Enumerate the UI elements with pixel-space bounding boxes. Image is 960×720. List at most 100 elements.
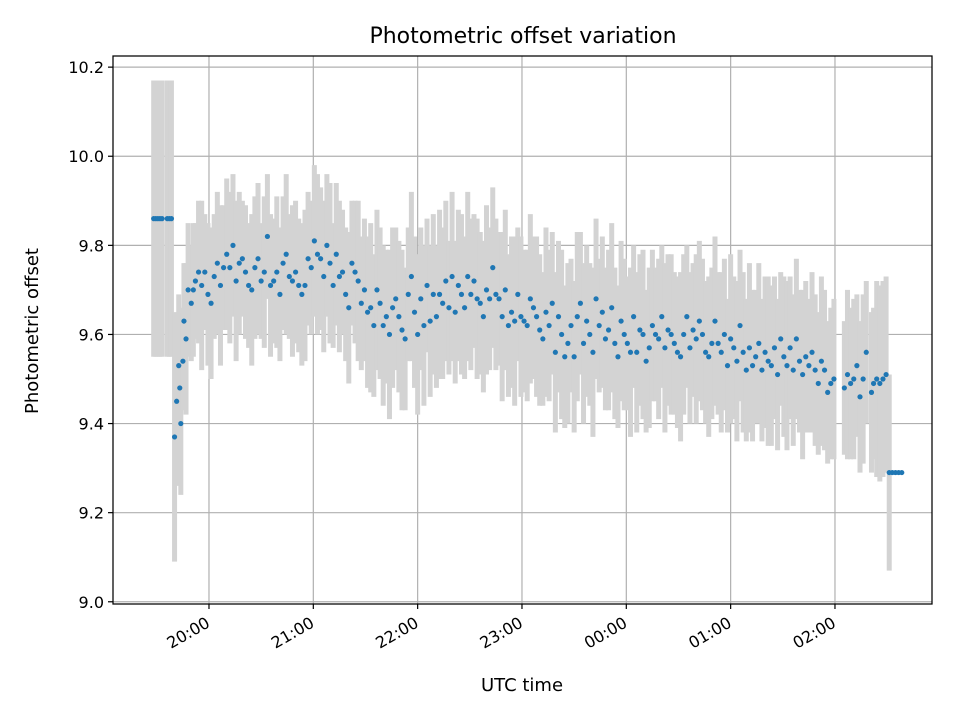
- data-point: [652, 331, 659, 338]
- data-point: [537, 327, 543, 333]
- data-point: [599, 309, 605, 315]
- data-point: [424, 282, 430, 289]
- data-point: [637, 327, 643, 333]
- data-point: [753, 354, 759, 360]
- data-point: [587, 331, 593, 338]
- data-point: [324, 242, 330, 248]
- data-point: [699, 331, 706, 338]
- data-point: [718, 349, 724, 355]
- data-point: [249, 287, 255, 293]
- data-point: [205, 291, 211, 297]
- data-point: [806, 363, 812, 369]
- data-point: [224, 251, 230, 257]
- data-point: [787, 345, 793, 351]
- data-point: [408, 273, 414, 280]
- data-point: [261, 269, 267, 275]
- data-point: [374, 287, 380, 293]
- data-point: [386, 331, 393, 338]
- y-tick-label: 10.2: [68, 58, 104, 77]
- data-point: [796, 358, 803, 364]
- data-point: [684, 314, 690, 320]
- data-point: [289, 278, 296, 284]
- data-point: [421, 322, 427, 329]
- data-point: [877, 380, 883, 387]
- data-point: [468, 291, 474, 297]
- data-point: [377, 300, 383, 306]
- data-point: [728, 336, 734, 342]
- data-point: [540, 336, 546, 342]
- data-point: [524, 322, 530, 329]
- data-point: [181, 318, 187, 324]
- data-point: [311, 238, 317, 244]
- data-point: [841, 385, 847, 391]
- data-point: [546, 322, 552, 329]
- data-point: [355, 278, 361, 284]
- data-point: [264, 233, 271, 240]
- data-point: [696, 318, 702, 324]
- data-point: [821, 367, 828, 373]
- data-point: [299, 291, 305, 297]
- data-point: [874, 376, 880, 382]
- data-point: [899, 469, 905, 476]
- data-point: [176, 363, 182, 369]
- data-point: [649, 322, 655, 329]
- data-point: [668, 331, 674, 338]
- y-axis-label: Photometric offset: [22, 248, 43, 414]
- data-point: [781, 354, 787, 360]
- data-point: [239, 256, 245, 262]
- data-point: [183, 336, 189, 342]
- data-point: [227, 265, 233, 271]
- data-point: [671, 340, 677, 346]
- data-point: [202, 269, 208, 275]
- data-point: [308, 265, 314, 271]
- data-point: [430, 291, 436, 297]
- data-point: [784, 363, 790, 369]
- data-point: [220, 265, 227, 271]
- data-point: [177, 385, 183, 391]
- data-point: [743, 367, 749, 373]
- data-point: [390, 305, 396, 311]
- data-point: [474, 296, 480, 302]
- data-point: [577, 300, 584, 306]
- data-point: [330, 282, 336, 289]
- data-point: [192, 278, 199, 284]
- data-point: [793, 336, 799, 342]
- data-point: [208, 300, 214, 306]
- data-point: [590, 349, 596, 355]
- data-point: [508, 309, 515, 315]
- data-point: [352, 269, 358, 275]
- data-point: [690, 327, 696, 333]
- data-point: [768, 363, 774, 369]
- data-point: [258, 278, 264, 284]
- data-point: [778, 336, 784, 342]
- data-point: [236, 260, 242, 266]
- data-point: [883, 371, 889, 378]
- data-point: [343, 291, 349, 297]
- data-point: [848, 380, 854, 387]
- data-point: [521, 318, 527, 324]
- data-point: [656, 336, 662, 342]
- data-point: [870, 380, 877, 387]
- y-tick-label: 9.4: [79, 415, 104, 434]
- data-point: [627, 349, 634, 355]
- data-point: [185, 287, 191, 293]
- data-point: [765, 358, 771, 364]
- data-point: [693, 336, 699, 342]
- data-point: [458, 291, 465, 297]
- data-point: [339, 269, 346, 275]
- data-point: [543, 309, 549, 315]
- data-point: [277, 291, 283, 297]
- data-point: [371, 322, 377, 329]
- data-point: [602, 336, 609, 342]
- data-point: [533, 314, 540, 320]
- data-point: [527, 296, 533, 302]
- data-point: [774, 371, 781, 378]
- data-point: [214, 260, 220, 266]
- data-point: [715, 340, 721, 346]
- data-point: [746, 345, 753, 351]
- data-point: [493, 291, 499, 297]
- data-point: [731, 345, 737, 351]
- data-point: [771, 345, 778, 351]
- data-point: [605, 327, 612, 333]
- data-point: [854, 363, 860, 369]
